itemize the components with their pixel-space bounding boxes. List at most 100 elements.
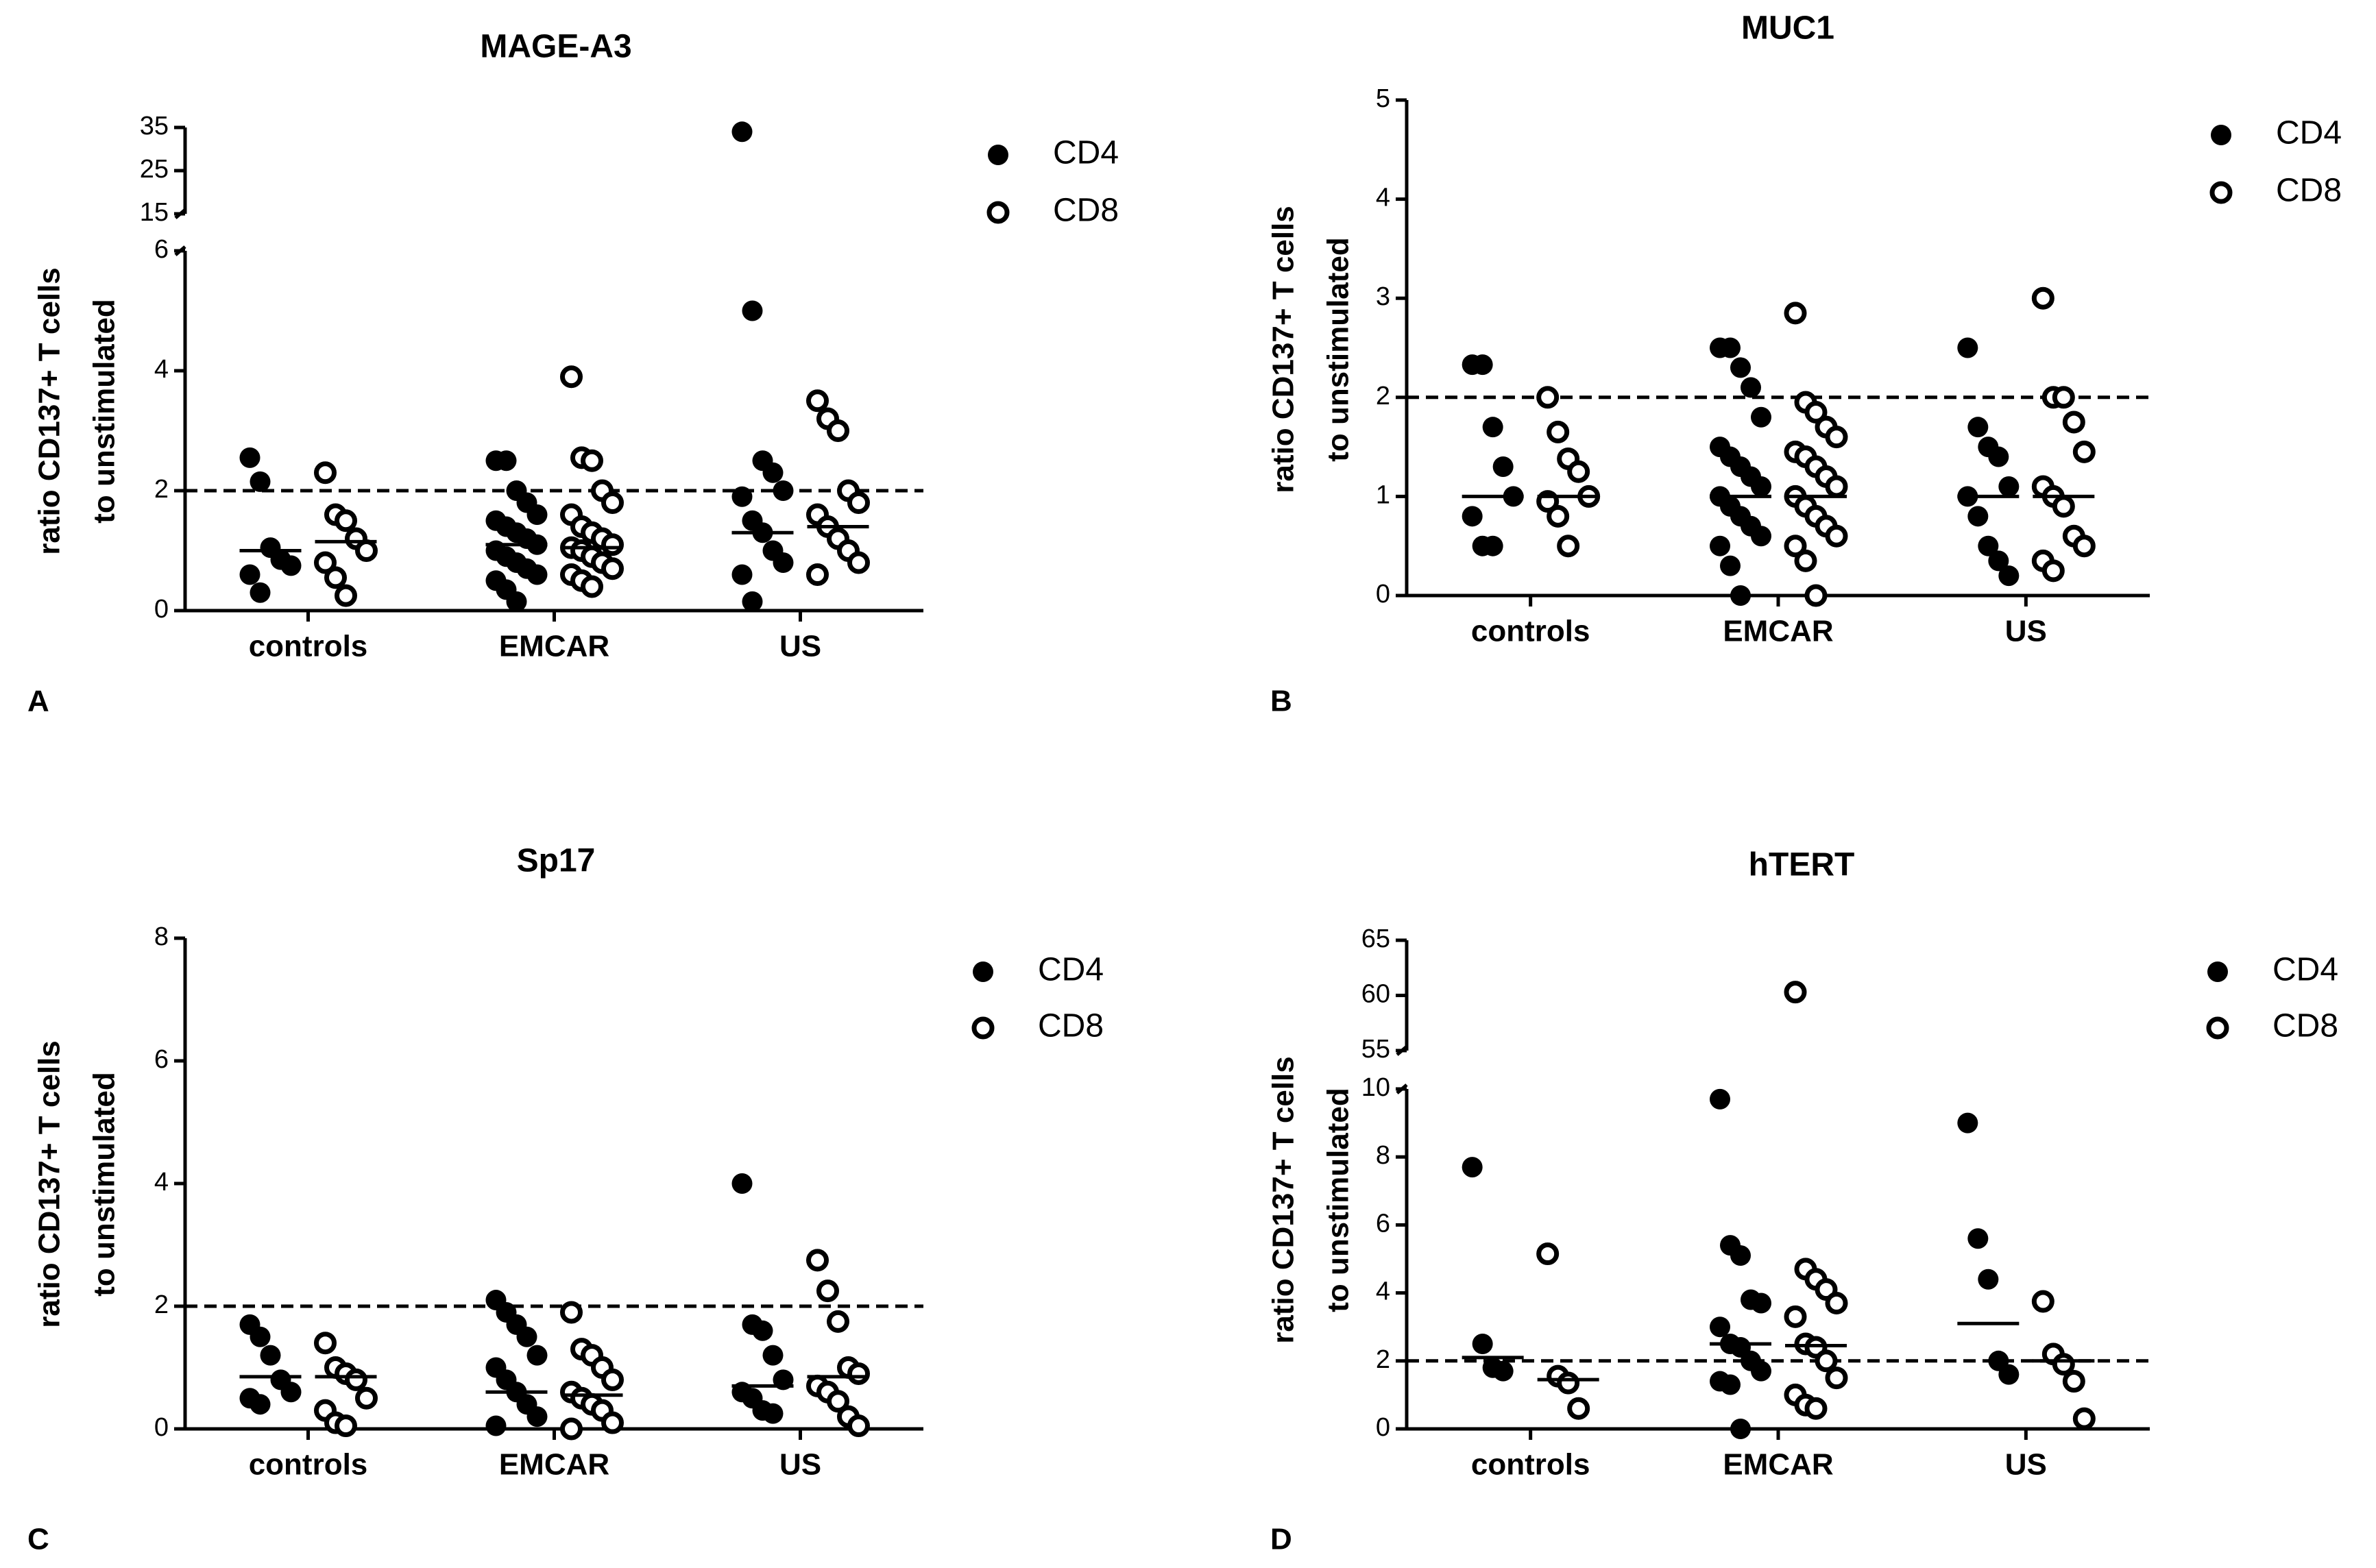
y-tick-label: 0 xyxy=(1376,580,1390,609)
data-point xyxy=(1710,1088,1730,1110)
data-point xyxy=(2072,440,2096,463)
data-point xyxy=(2031,1290,2054,1313)
legend-label: CD4 xyxy=(1053,135,1119,171)
data-point xyxy=(773,480,794,501)
data-point xyxy=(601,533,624,556)
data-point xyxy=(762,462,784,483)
data-point xyxy=(1804,584,1828,607)
x-tick-label: controls xyxy=(249,630,368,663)
y-tick-label: 15 xyxy=(140,198,169,227)
data-point xyxy=(1825,475,1848,498)
y-tick-label: 5 xyxy=(1376,84,1390,113)
legend-label: CD8 xyxy=(2272,1008,2338,1044)
data-point xyxy=(1547,504,1570,528)
data-point xyxy=(1988,550,2009,572)
legend-label: CD4 xyxy=(1038,952,1104,988)
data-point xyxy=(773,552,794,573)
legend-marker xyxy=(986,201,1010,224)
data-point xyxy=(1720,555,1741,576)
data-point xyxy=(1967,417,1989,438)
data-point xyxy=(1730,1245,1751,1266)
data-point xyxy=(324,566,347,589)
y-tick-label: 35 xyxy=(140,112,169,140)
legend-marker xyxy=(988,145,1008,165)
data-point xyxy=(314,551,337,574)
data-point xyxy=(1825,1367,1848,1390)
data-point xyxy=(1751,406,1771,428)
data-point xyxy=(526,1406,548,1428)
data-point xyxy=(1751,526,1771,547)
data-point xyxy=(1825,524,1848,548)
data-point xyxy=(752,1320,773,1341)
x-tick-label: US xyxy=(779,630,821,663)
y-tick-label: 0 xyxy=(1376,1413,1390,1442)
y-tick-label: 4 xyxy=(154,355,169,384)
data-point xyxy=(601,557,624,580)
y-tick-label: 2 xyxy=(1376,382,1390,411)
data-point xyxy=(345,1368,367,1391)
data-point xyxy=(560,365,583,389)
data-point xyxy=(1957,337,1978,358)
data-point xyxy=(314,1332,337,1355)
data-point xyxy=(581,449,603,472)
data-point xyxy=(260,1345,281,1366)
data-point xyxy=(816,1279,839,1303)
data-point xyxy=(847,1362,870,1385)
legend-marker xyxy=(2206,1016,2229,1040)
data-point xyxy=(560,1301,583,1324)
data-point xyxy=(1482,417,1503,438)
data-point xyxy=(1741,377,1761,398)
data-point xyxy=(1730,1419,1751,1439)
data-point xyxy=(1547,420,1570,443)
data-point xyxy=(1472,1334,1493,1354)
data-point xyxy=(1536,386,1560,409)
data-point xyxy=(2052,1353,2075,1376)
x-tick-label: controls xyxy=(1471,615,1590,648)
data-point xyxy=(239,447,260,468)
data-point xyxy=(1730,585,1751,606)
legend-marker xyxy=(2207,961,2228,982)
axis-break xyxy=(1396,1083,1408,1094)
legend-marker xyxy=(2209,181,2233,204)
data-point xyxy=(485,1415,507,1436)
data-point xyxy=(1492,1360,1514,1382)
data-point xyxy=(1784,535,1807,558)
data-point xyxy=(806,563,829,586)
data-point xyxy=(847,491,870,514)
data-point xyxy=(1710,535,1730,556)
y-tick-label: 0 xyxy=(154,1413,169,1442)
data-point xyxy=(806,1249,829,1272)
data-point xyxy=(847,551,870,574)
data-point xyxy=(601,491,624,514)
y-tick-label: 60 xyxy=(1361,980,1390,1009)
axis-break xyxy=(174,245,186,256)
data-point xyxy=(806,389,829,413)
data-point xyxy=(1978,1269,1999,1290)
data-point xyxy=(355,539,378,562)
data-point xyxy=(731,121,753,143)
data-point xyxy=(2062,1370,2085,1393)
chart-title: Sp17 xyxy=(517,843,596,879)
data-point xyxy=(2072,535,2096,558)
data-point xyxy=(1784,302,1807,325)
legend-marker xyxy=(973,961,993,982)
data-point xyxy=(2052,386,2075,409)
data-point xyxy=(1462,1157,1483,1178)
y-tick-label: 4 xyxy=(1376,1277,1390,1306)
y-tick-label: 2 xyxy=(1376,1345,1390,1374)
y-tick-label: 0 xyxy=(154,595,169,624)
data-point xyxy=(1567,460,1590,483)
data-point xyxy=(526,564,548,585)
x-tick-label: controls xyxy=(1471,1448,1590,1482)
data-point xyxy=(250,471,271,492)
data-point xyxy=(1825,1291,1848,1314)
y-tick-label: 3 xyxy=(1376,282,1390,311)
data-point xyxy=(1751,476,1771,497)
legend-label: CD8 xyxy=(1038,1008,1104,1044)
data-point xyxy=(1751,1293,1771,1314)
data-point xyxy=(239,564,260,585)
data-point xyxy=(1784,981,1807,1004)
data-point xyxy=(731,564,753,585)
data-point xyxy=(560,1417,583,1441)
data-point xyxy=(1978,535,1999,556)
